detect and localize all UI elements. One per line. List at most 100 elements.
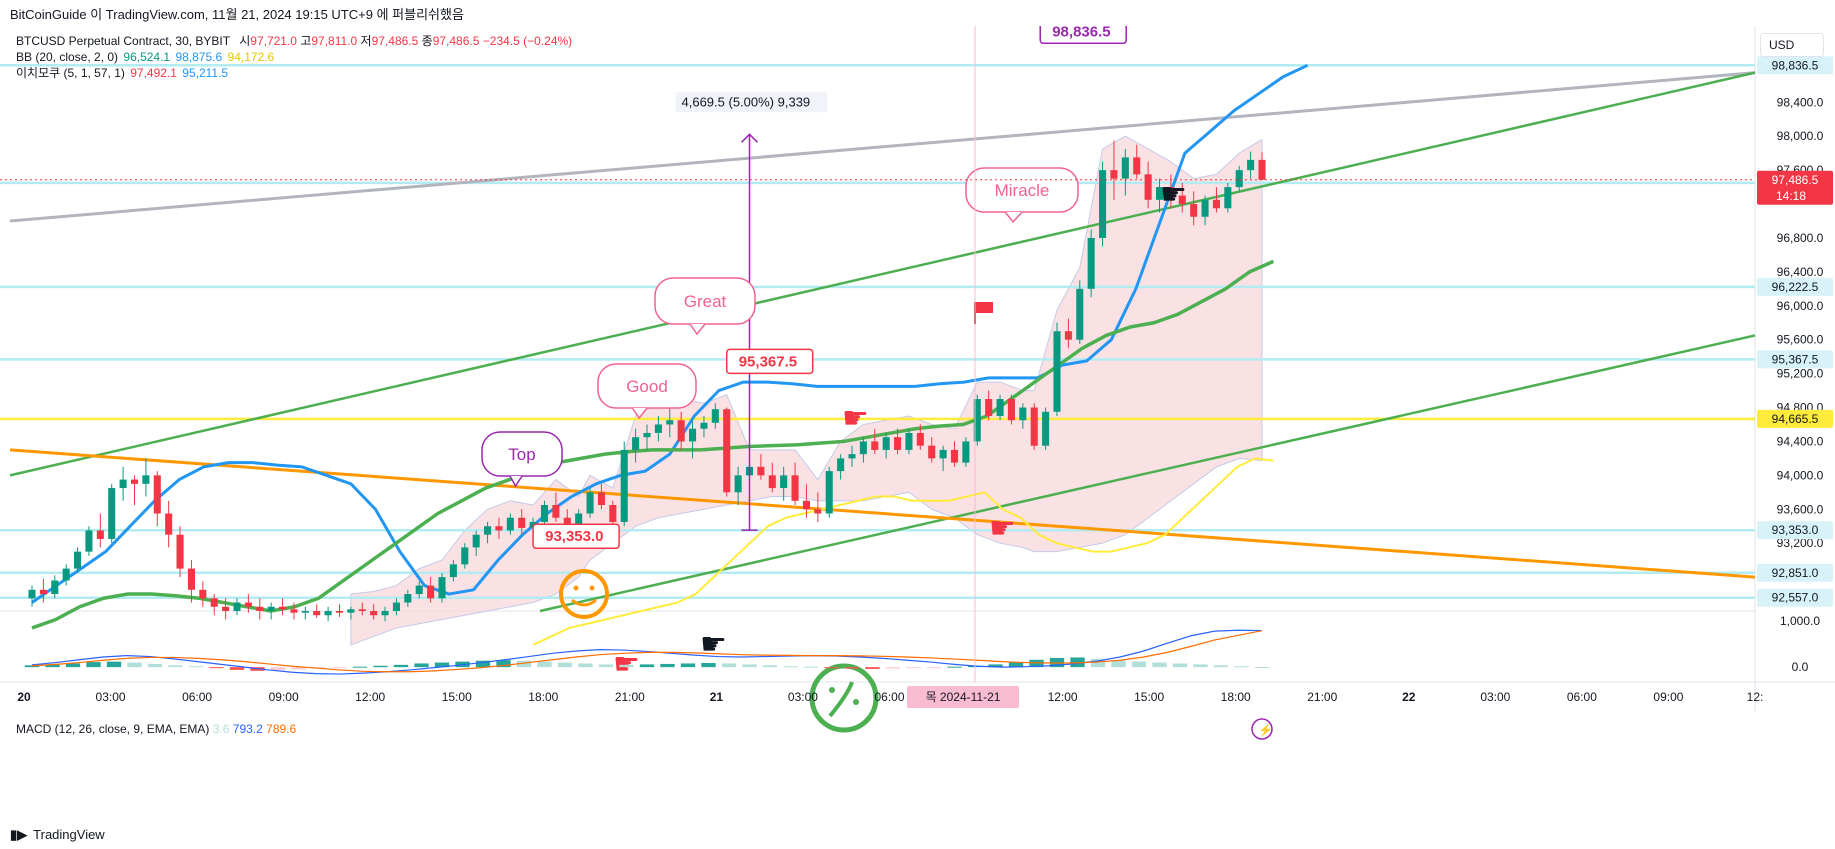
macd-bar <box>865 667 880 669</box>
macd-bar <box>147 663 163 668</box>
macd-bar <box>619 664 634 668</box>
time-tick-8: 21 <box>710 690 724 704</box>
price-tick-12: 93,200.0 <box>1777 536 1824 550</box>
candle-body <box>74 551 82 569</box>
macd-bar <box>496 660 511 668</box>
speech-bubble-text-2: Good <box>626 377 668 396</box>
level-label-3: 95,367.5 <box>1772 352 1819 366</box>
candle-body <box>609 505 617 522</box>
candle-body <box>495 526 503 531</box>
candle-body <box>1042 411 1050 446</box>
candle-body <box>791 475 799 501</box>
level-label-4: 94,665.5 <box>1772 412 1819 426</box>
candle-body <box>324 611 332 616</box>
smiley-eye <box>589 585 595 591</box>
smiley-eye <box>829 687 835 693</box>
macd-bar <box>1213 665 1229 668</box>
chart-area[interactable]: 4,669.5 (5.00%) 9,339 98,836.5 95,367.5 93,… <box>0 26 1835 813</box>
candle-body <box>814 509 822 514</box>
bb-lower-value: 94,172.6 <box>227 50 275 64</box>
time-tick-19: 09:00 <box>1653 690 1683 704</box>
candle-body <box>256 606 264 611</box>
bb-label[interactable]: BB (20, close, 2, 0) <box>16 50 119 64</box>
candles-group <box>28 140 1266 622</box>
candle-body <box>848 454 856 459</box>
candle-body <box>313 611 321 616</box>
crosshair-date-bg <box>907 686 1019 708</box>
macd-label[interactable]: MACD (12, 26, close, 9, EMA, EMA) <box>16 722 210 736</box>
candle-body <box>130 479 139 484</box>
macd-bar <box>721 663 737 668</box>
candle-body <box>96 530 104 539</box>
candle-body <box>1212 199 1220 209</box>
candle-body <box>165 513 173 535</box>
candle-body <box>1144 174 1152 200</box>
candle-body <box>1201 199 1209 217</box>
time-tick-5: 15:00 <box>442 690 472 704</box>
candle-body <box>176 534 184 569</box>
crosshair-date-label: 목 2024-11-21 <box>926 690 1001 704</box>
price-tick-11: 93,600.0 <box>1777 502 1824 516</box>
currency-button[interactable]: USD <box>1760 33 1824 57</box>
time-tick-6: 18:00 <box>528 690 558 704</box>
macd-bar <box>1254 666 1270 668</box>
bb-upper-band <box>31 63 1309 604</box>
candle-body <box>1110 170 1118 179</box>
candle-body <box>802 500 810 510</box>
candle-body <box>916 432 924 446</box>
speech-bubble-text-3: Top <box>508 445 535 464</box>
candle-body <box>267 606 275 611</box>
candle-body <box>723 409 731 493</box>
candle-body <box>404 594 412 603</box>
price-tick-10: 94,000.0 <box>1777 468 1824 482</box>
candle-body <box>187 568 195 590</box>
candle-body <box>85 530 93 552</box>
candle-body <box>39 589 47 595</box>
macd-bar <box>106 661 122 668</box>
candle-body <box>1053 331 1061 412</box>
candle-body <box>1258 159 1266 180</box>
candle-body <box>222 606 230 611</box>
tradingview-logo-icon[interactable]: ▮▶ <box>10 826 28 842</box>
candle-body <box>1167 187 1175 196</box>
time-tick-18: 06:00 <box>1567 690 1597 704</box>
symbol-name[interactable]: BTCUSD Perpetual Contract, 30, BYBIT <box>16 34 230 48</box>
macd-bar <box>824 667 839 669</box>
macd-bar <box>291 667 306 670</box>
candle-body <box>301 611 309 613</box>
ichimoku-row: 이치모쿠 (5, 1, 57, 1) 97,492.1 95,211.5 <box>16 65 572 81</box>
candle-body <box>837 458 845 472</box>
ichimoku-label[interactable]: 이치모쿠 (5, 1, 57, 1) <box>16 66 125 80</box>
candle-body <box>928 445 936 459</box>
currency-label: USD <box>1769 38 1795 52</box>
symbol-row: BTCUSD Perpetual Contract, 30, BYBIT 시97… <box>16 33 572 49</box>
measure-arrow-head <box>740 133 759 143</box>
candle-body <box>871 441 879 450</box>
candle-body <box>1190 204 1198 217</box>
macd-line <box>31 629 1263 675</box>
macd-legend: MACD (12, 26, close, 9, EMA, EMA) 3.6 79… <box>16 722 296 736</box>
macd-bar <box>947 666 962 668</box>
footer-brand[interactable]: TradingView <box>33 827 105 842</box>
candle-body <box>597 492 605 506</box>
macd-bar <box>45 664 60 668</box>
candle-body <box>540 505 549 522</box>
macd-signal-value: 789.6 <box>266 722 297 736</box>
publish-title: BitCoinGuide 이 TradingView.com, 11월 21, … <box>10 6 464 22</box>
macd-bar <box>434 662 450 668</box>
candle-body <box>370 611 378 616</box>
speech-bubble-tail-2 <box>631 407 648 420</box>
candle-body <box>335 611 344 613</box>
candle-body <box>985 399 993 416</box>
price-chart[interactable]: 4,669.5 (5.00%) 9,339 98,836.5 95,367.5 93,… <box>0 26 1835 813</box>
candle-body <box>199 589 207 599</box>
macd-bar <box>475 660 491 668</box>
speech-bubble-text-1: Great <box>684 292 727 311</box>
candle-body <box>449 564 457 578</box>
candle-body <box>780 475 788 489</box>
low-label: 저 <box>360 34 372 48</box>
candle-body <box>233 602 241 611</box>
macd-bar <box>680 663 696 668</box>
time-tick-3: 09:00 <box>269 690 299 704</box>
close-label: 종 <box>421 34 433 48</box>
